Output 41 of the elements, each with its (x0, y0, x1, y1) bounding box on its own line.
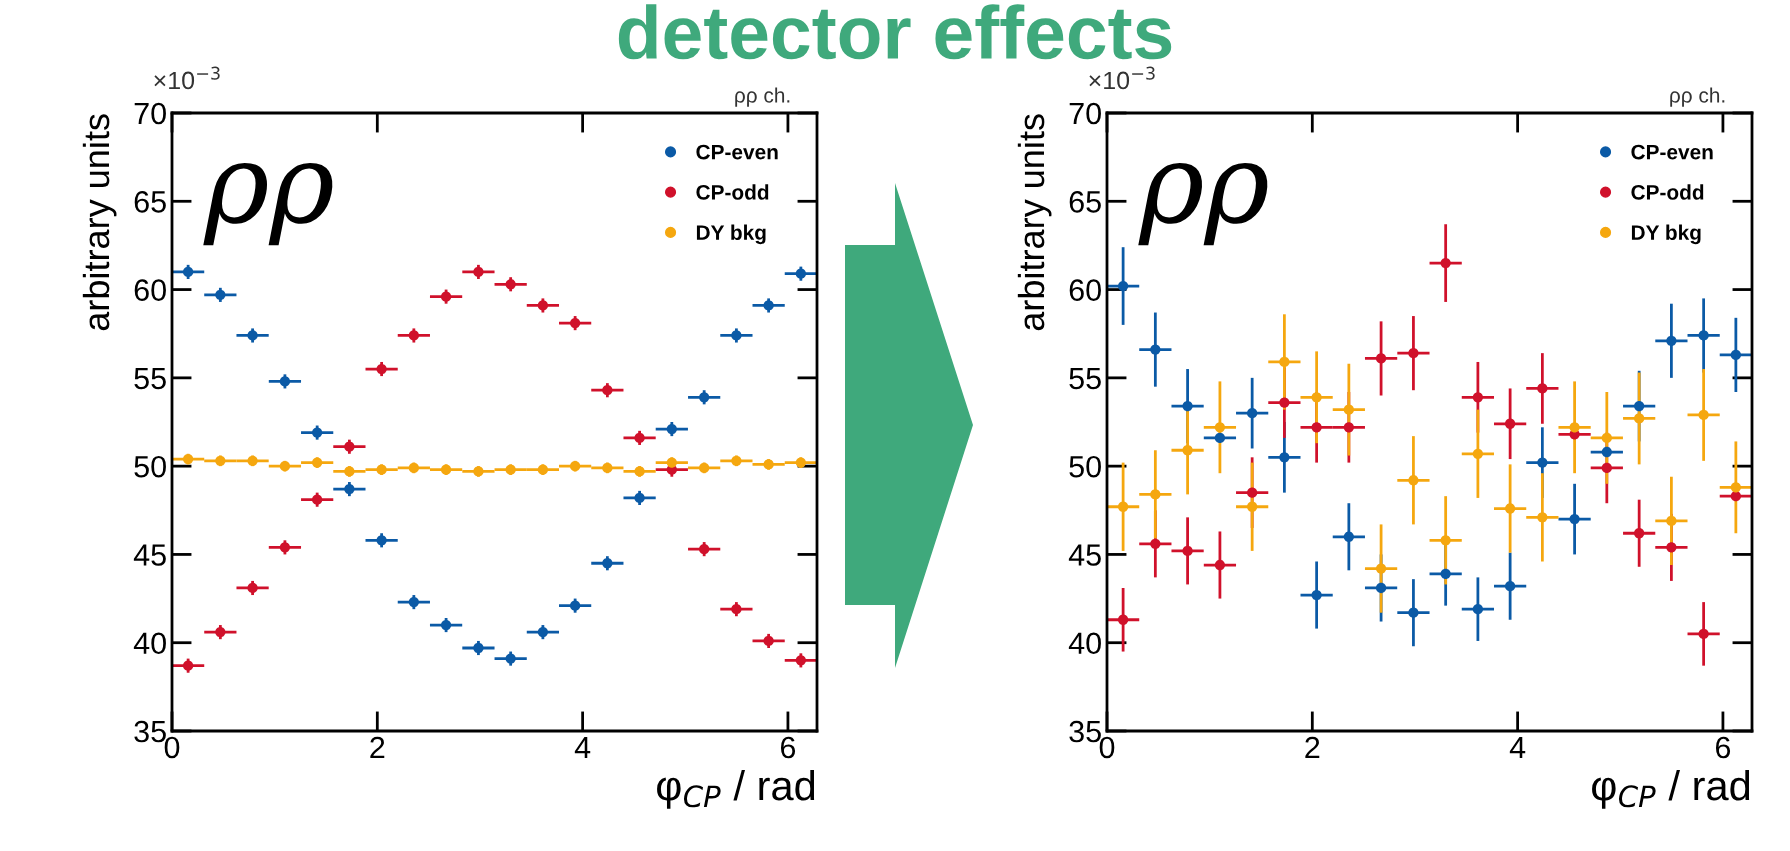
x-tick-label: 6 (1715, 736, 1731, 759)
legend-label: CP-even (696, 144, 778, 160)
y-tick-label: 60 (134, 279, 166, 301)
x-axis-title: φ$_{CP}$ / rad (657, 769, 815, 809)
y-tick-label: 55 (134, 367, 166, 390)
text: ×10$^{−3}$ (154, 66, 220, 90)
text: ×10$^{−3}$ (1089, 66, 1155, 90)
text: ρρ ch. (1670, 87, 1725, 107)
x-tick-label: 0 (164, 736, 180, 759)
y-tick-label: 45 (1068, 544, 1101, 566)
y-tick-label: 65 (134, 191, 166, 213)
y-tick-label: 35 (134, 720, 166, 743)
x-tick-label: 6 (780, 736, 796, 759)
y-tick-label: 50 (1069, 455, 1101, 478)
y-tick-label: 55 (1069, 367, 1101, 390)
x-tick-label: 2 (370, 736, 385, 758)
y-tick-label: 70 (134, 102, 166, 125)
legend-label: CP-odd (696, 184, 769, 200)
y-tick-label: 45 (133, 544, 166, 566)
y-tick-label: 65 (1069, 191, 1101, 213)
legend-label: CP-odd (1631, 184, 1704, 200)
legend-label: CP-even (1631, 144, 1713, 160)
x-tick-label: 4 (1509, 736, 1526, 758)
y-tick-label: 40 (133, 632, 166, 655)
x-tick-label: 0 (1099, 736, 1115, 759)
y-tick-label: 50 (134, 455, 166, 478)
text: ρρ ch. (735, 87, 790, 107)
y-tick-label: 60 (1069, 279, 1101, 301)
y-tick-label: 40 (1068, 632, 1101, 655)
legend-label: DY bkg (1631, 224, 1701, 245)
annotation: ρρ (203, 162, 333, 246)
annotation: ρρ (1138, 162, 1268, 246)
x-tick-label: 2 (1305, 736, 1320, 758)
y-tick-label: 70 (1069, 102, 1101, 125)
chart-title: detector effects (618, 4, 1172, 60)
x-axis-title: φ$_{CP}$ / rad (1592, 769, 1750, 809)
x-tick-label: 4 (574, 736, 591, 758)
y-axis-title: arbitrary units (1017, 114, 1052, 331)
y-axis-title: arbitrary units (82, 114, 117, 331)
legend-label: DY bkg (696, 224, 766, 245)
y-tick-label: 35 (1069, 720, 1101, 743)
